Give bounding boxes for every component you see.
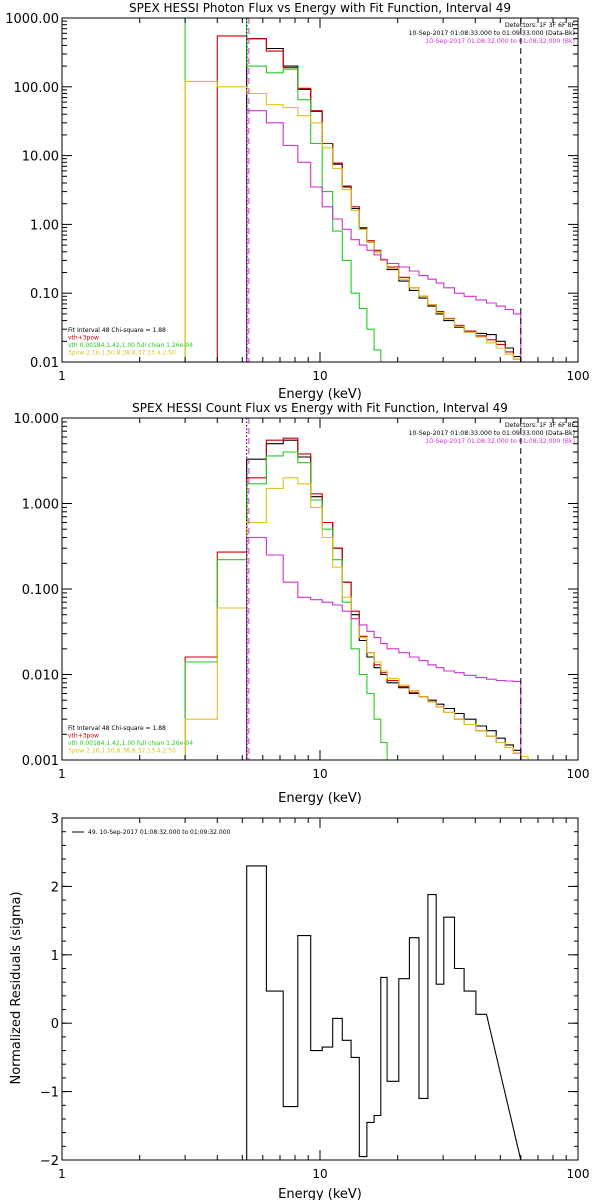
- residual-y-tick-label: 2: [51, 880, 59, 895]
- photon-header-line-2: 10-Sep-2017 01:08:32.000 to 01:08:32.000…: [425, 38, 575, 45]
- photon-flux-plot: 1 10 100 0.01 0.10 1.00 10.00 100.00 1000.00 Dete…: [5, 12, 589, 383]
- count-flux-plot: 1 10 100 0.001 0.010 0.100 1.000 10.000 Detector…: [14, 412, 590, 781]
- photon-x-tick-label: 1: [58, 369, 66, 383]
- residual-y-tick-label: −2: [40, 1154, 59, 1169]
- photon-series-4: [246, 110, 522, 362]
- count-header-line-0: Detectors: 1F 3F 6F 8F: [505, 422, 576, 429]
- photon-y-tick-label: 0.10: [30, 287, 59, 302]
- residuals-xlabel: Energy (keV): [278, 1187, 362, 1200]
- photon-series-3: [184, 80, 522, 362]
- count-x-tick-label: 1: [58, 767, 66, 781]
- residual-y-tick-label: 0: [51, 1017, 59, 1032]
- residuals-ylabel: Normalized Residuals (sigma): [9, 891, 24, 1084]
- residual-x-tick-label: 1: [58, 1167, 66, 1181]
- count-legend-line-2: vth 0.00184,1.42,1.00 full chian 1.26e-0…: [68, 740, 193, 747]
- count-series-4: [246, 536, 522, 760]
- count-legend-line-0: Fit Interval 48 Chi-square = 1.88: [68, 725, 166, 732]
- residual-series-group: [246, 865, 522, 1160]
- count-flux-xlabel: Energy (keV): [278, 791, 362, 806]
- count-series-group: [184, 437, 542, 760]
- residual-y-tick-label: 3: [51, 812, 59, 827]
- count-x-tick-label: 100: [567, 767, 590, 781]
- photon-header-line-0: Detectors: 1F 3F 6F 8F: [505, 22, 576, 29]
- count-x-tick-label: 10: [312, 767, 327, 781]
- photon-y-tick-label: 1000.00: [5, 12, 59, 27]
- photon-y-tick-label: 1.00: [30, 218, 59, 233]
- count-header-line-2: 10-Sep-2017 01:08:32.000 to 01:08:32.000…: [425, 438, 575, 445]
- residual-x-tick-label: 100: [567, 1167, 590, 1181]
- residuals-panel: 1 10 100 −2 −1 0 1 2 3 49. 10-Sep-2017 01:08:32.0…: [9, 812, 589, 1200]
- photon-flux-panel: SPEX HESSI Photon Flux vs Energy with Fi…: [5, 1, 589, 402]
- photon-legend-line-2: vth 0.00184,1.42,1.00 full chian 1.26e-0…: [68, 342, 193, 349]
- residual-y-tick-label: −1: [40, 1086, 59, 1101]
- count-series-3: [184, 477, 542, 760]
- photon-y-tick-label: 100.00: [14, 81, 60, 96]
- count-y-tick-label: 0.010: [22, 669, 59, 684]
- count-legend-line-3: 3pow 2.16,1.50,8.38,8.37,13.4,2.50: [68, 748, 176, 755]
- photon-legend-line-1: vth+3pow: [68, 335, 99, 342]
- count-series-2: [184, 451, 395, 760]
- residual-x-tick-label: 10: [312, 1167, 327, 1181]
- photon-flux-title: SPEX HESSI Photon Flux vs Energy with Fi…: [129, 1, 511, 15]
- residuals-plot: 1 10 100 −2 −1 0 1 2 3 49. 10-Sep-2017 01:08:32.0…: [40, 812, 590, 1181]
- count-flux-panel: SPEX HESSI Count Flux vs Energy with Fit…: [14, 401, 590, 806]
- count-legend-line-1: vth+3pow: [68, 733, 99, 740]
- residual-legend-line-0: 49. 10-Sep-2017 01:08:32.000 to 01:09:32…: [88, 829, 231, 836]
- count-y-tick-label: 1.000: [22, 498, 59, 513]
- count-flux-title: SPEX HESSI Count Flux vs Energy with Fit…: [132, 401, 508, 415]
- count-series-0: [246, 439, 522, 760]
- residual-series-0: [246, 865, 522, 1160]
- residual-y-tick-label: 1: [51, 949, 59, 964]
- count-y-tick-label: 0.001: [22, 754, 59, 769]
- photon-header-line-1: 10-Sep-2017 01:08:33.000 to 01:09:33.000…: [409, 30, 575, 37]
- count-header-line-1: 10-Sep-2017 01:08:33.000 to 01:09:33.000…: [409, 430, 575, 437]
- photon-legend-line-0: Fit Interval 48 Chi-square = 1.88: [68, 327, 166, 334]
- photon-y-tick-label: 10.00: [22, 150, 59, 165]
- photon-series-group: [184, 18, 522, 362]
- photon-legend-line-3: 3pow 2.16,1.50,8.38,8.37,13.4,2.50: [68, 350, 176, 357]
- photon-series-0: [246, 38, 522, 362]
- count-y-tick-label: 0.100: [22, 583, 59, 598]
- photon-x-tick-label: 10: [312, 369, 327, 383]
- count-y-tick-label: 10.000: [14, 412, 60, 427]
- photon-flux-xlabel: Energy (keV): [278, 387, 362, 402]
- photon-x-tick-label: 100: [567, 369, 590, 383]
- photon-y-tick-label: 0.01: [30, 356, 59, 371]
